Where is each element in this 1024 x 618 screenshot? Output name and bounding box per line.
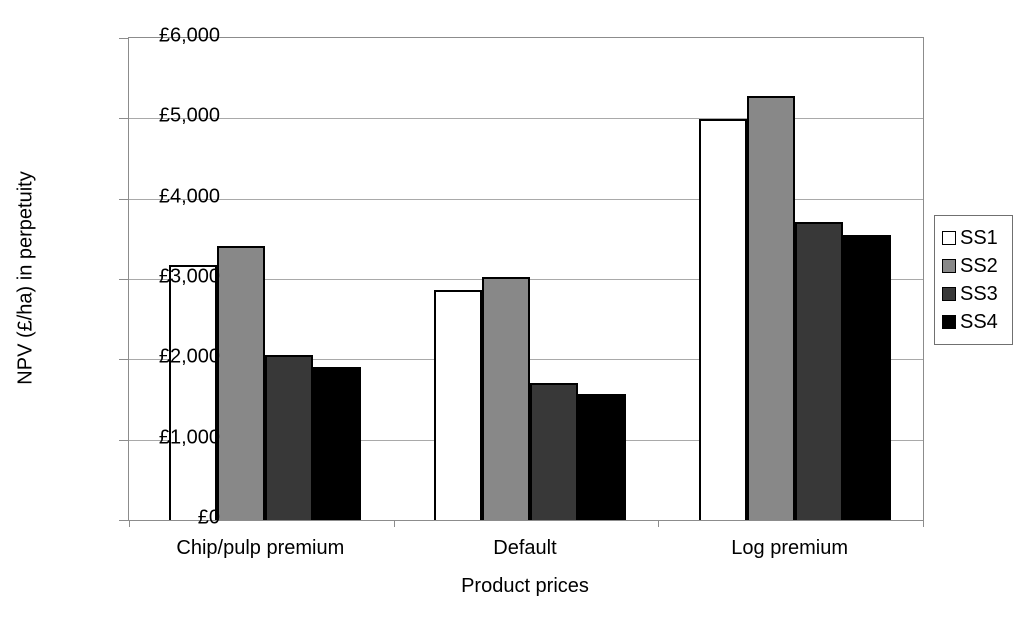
- legend-label: SS3: [960, 282, 998, 305]
- y-tick-label: £0: [197, 506, 220, 529]
- bar-ss1-1: [169, 265, 218, 520]
- bar-ss4-1: [313, 366, 362, 520]
- x-axis-tick: [393, 520, 395, 527]
- legend-item-ss4: SS4: [942, 308, 1012, 336]
- y-axis-tick: [119, 118, 128, 120]
- legend: SS1 SS2 SS3 SS4: [934, 215, 1013, 345]
- y-axis-tick: [119, 520, 128, 521]
- y-tick-label: £1,000: [158, 426, 220, 449]
- y-tick-label: £3,000: [158, 265, 220, 288]
- y-tick-label: £6,000: [158, 24, 220, 47]
- bar-ss2-1: [217, 246, 266, 520]
- category-label: Default: [493, 537, 557, 559]
- y-tick-label: £4,000: [158, 185, 220, 208]
- y-axis-tick: [119, 359, 128, 361]
- legend-swatch-icon: [942, 287, 956, 301]
- legend-label: SS4: [960, 310, 998, 333]
- gridline: [129, 198, 923, 200]
- y-axis-tick: [119, 279, 128, 280]
- legend-item-ss1: SS1: [942, 224, 1012, 252]
- y-axis-tick: [119, 439, 128, 441]
- bar-ss1-3: [698, 119, 747, 520]
- y-tick-label: £2,000: [158, 345, 220, 368]
- legend-item-ss3: SS3: [942, 280, 1012, 308]
- y-tick-label: £5,000: [158, 104, 220, 127]
- bar-ss4-2: [578, 393, 626, 520]
- x-axis-tick: [658, 520, 660, 527]
- bar-ss2-2: [482, 276, 530, 520]
- legend-label: SS2: [960, 254, 998, 277]
- legend-label: SS1: [960, 226, 998, 249]
- bar-ss1-2: [434, 290, 482, 520]
- bar-ss3-3: [794, 221, 843, 520]
- legend-swatch-icon: [942, 231, 956, 245]
- x-axis-tick: [129, 520, 130, 527]
- plot-area: [119, 37, 924, 527]
- legend-item-ss2: SS2: [942, 252, 1012, 280]
- y-axis-tick: [119, 198, 128, 200]
- gridline: [129, 118, 923, 120]
- bar-ss3-2: [530, 382, 578, 520]
- category-label: Log premium: [731, 537, 849, 559]
- y-axis-tick: [119, 38, 128, 39]
- legend-swatch-icon: [942, 259, 956, 273]
- legend-swatch-icon: [942, 315, 956, 329]
- bar-ss4-3: [842, 234, 891, 520]
- bar-ss2-3: [746, 95, 795, 520]
- category-label: Chip/pulp premium: [176, 537, 345, 559]
- x-axis-tick: [923, 520, 924, 527]
- x-axis-title: Product prices: [461, 575, 589, 597]
- y-axis-title: NPV (£/ha) in perpetuity: [14, 171, 37, 385]
- bar-ss3-1: [265, 355, 314, 520]
